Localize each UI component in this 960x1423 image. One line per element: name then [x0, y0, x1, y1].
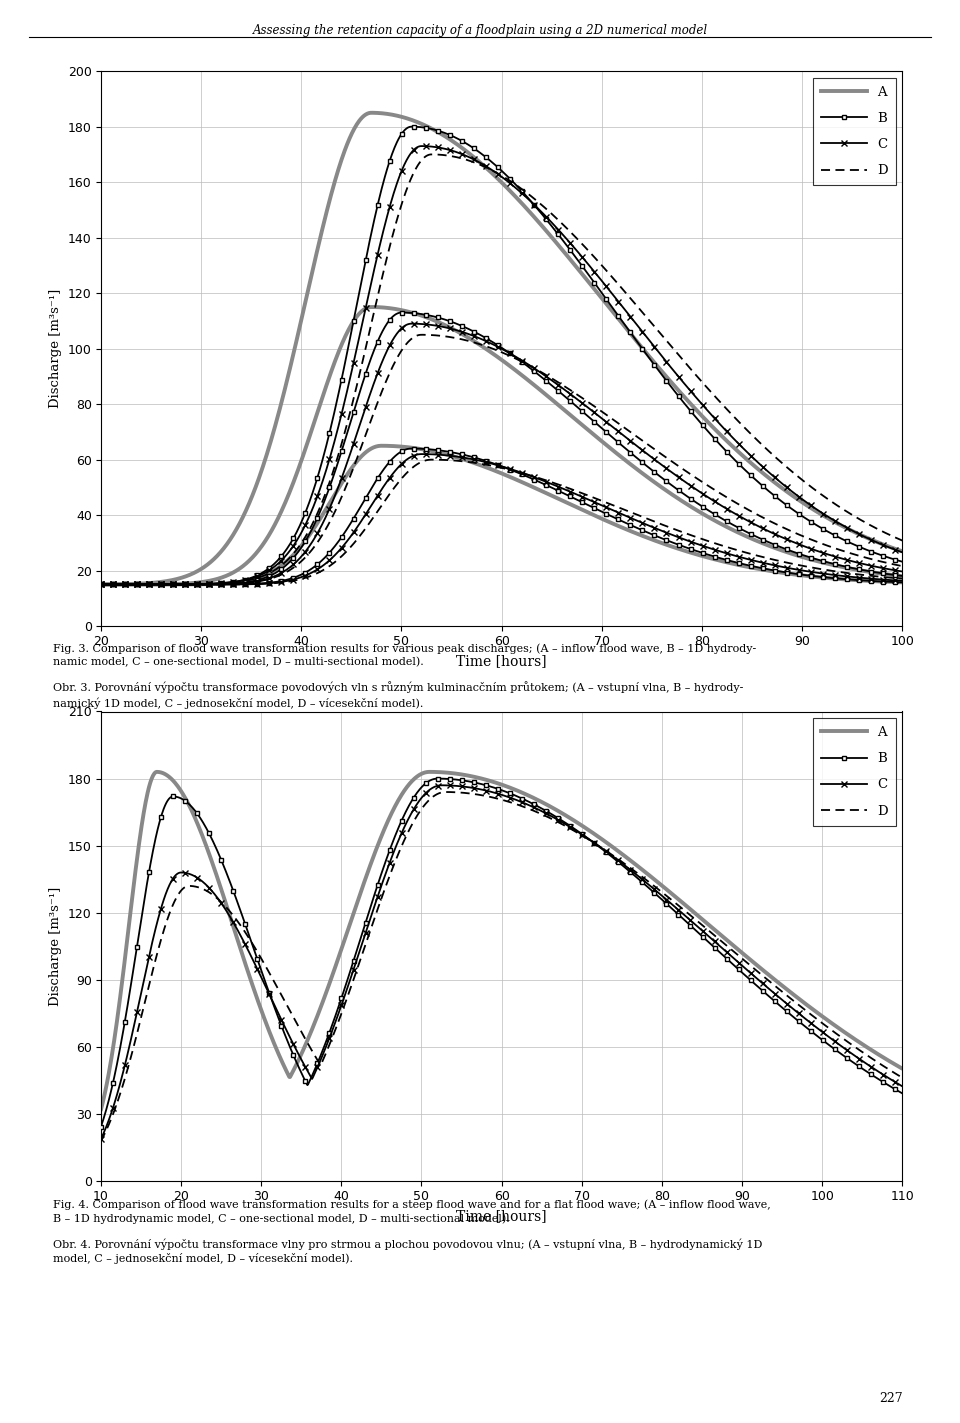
- Y-axis label: Discharge [m³s⁻¹]: Discharge [m³s⁻¹]: [49, 289, 62, 408]
- Text: Obr. 3. Porovnání výpočtu transformace povodových vln s různým kulminacčním průt: Obr. 3. Porovnání výpočtu transformace p…: [53, 682, 743, 709]
- X-axis label: Time [hours]: Time [hours]: [456, 1208, 547, 1222]
- Text: Assessing the retention capacity of a floodplain using a 2D numerical model: Assessing the retention capacity of a fl…: [252, 24, 708, 37]
- Legend: A, B, C, D: A, B, C, D: [812, 719, 896, 825]
- Y-axis label: Discharge [m³s⁻¹]: Discharge [m³s⁻¹]: [49, 887, 62, 1006]
- Legend: A, B, C, D: A, B, C, D: [812, 78, 896, 185]
- Text: 227: 227: [878, 1392, 902, 1405]
- Text: Fig. 4. Comparison of flood wave transformation results for a steep flood wave a: Fig. 4. Comparison of flood wave transfo…: [53, 1200, 771, 1224]
- Text: Fig. 3. Comparison of flood wave transformation results for various peak dischar: Fig. 3. Comparison of flood wave transfo…: [53, 643, 756, 667]
- Text: Obr. 4. Porovnání výpočtu transformace vlny pro strmou a plochou povodovou vlnu;: Obr. 4. Porovnání výpočtu transformace v…: [53, 1238, 762, 1264]
- X-axis label: Time [hours]: Time [hours]: [456, 653, 547, 667]
